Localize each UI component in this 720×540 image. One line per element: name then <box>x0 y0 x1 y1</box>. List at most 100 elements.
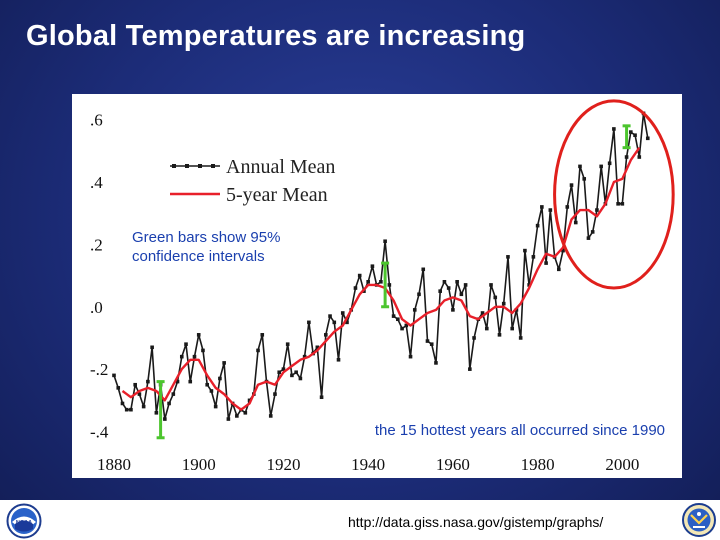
annual-mean-point <box>205 382 209 387</box>
highlight-ellipse <box>553 99 675 290</box>
annual-mean-point <box>340 311 345 315</box>
annual-mean-point <box>459 292 464 297</box>
annual-mean-point <box>535 223 540 228</box>
annual-mean-point <box>290 373 294 378</box>
annual-mean-point <box>599 164 603 169</box>
annual-mean-point <box>319 395 324 400</box>
source-url[interactable]: http://data.giss.nasa.gov/gistemp/graphs… <box>348 514 604 530</box>
commerce-seal-icon <box>682 503 716 537</box>
legend-annual-marker <box>172 164 176 168</box>
annual-mean-point <box>141 404 146 409</box>
legend-annual-label: Annual Mean <box>226 156 335 178</box>
annual-mean-point <box>133 382 137 387</box>
x-tick-label: 1920 <box>266 455 300 474</box>
annual-mean-point <box>336 357 341 362</box>
annual-mean-point <box>345 320 349 325</box>
y-tick-label: .2 <box>90 235 103 254</box>
annual-mean-point <box>569 183 574 187</box>
annual-mean-point <box>222 361 226 365</box>
annual-mean-point <box>616 202 620 206</box>
annual-mean-point <box>540 205 544 209</box>
annual-mean-point <box>188 379 193 384</box>
annual-mean-point <box>480 311 485 315</box>
annotation-confidence-note: Green bars show 95% <box>132 229 280 246</box>
annual-mean-point <box>243 411 248 415</box>
annual-mean-point <box>307 320 311 325</box>
y-tick-label: -.2 <box>90 360 108 379</box>
annual-mean-point <box>595 208 599 212</box>
annual-mean-point <box>442 279 447 284</box>
annual-mean-point <box>256 348 260 353</box>
annual-mean-point <box>150 345 154 350</box>
annual-mean-point <box>332 320 337 325</box>
annual-mean-point <box>209 389 214 393</box>
x-tick-label: 1960 <box>436 455 470 474</box>
annual-mean-point <box>400 326 404 331</box>
annual-mean-point <box>586 236 591 240</box>
annual-mean-point <box>353 286 358 290</box>
annual-mean-point <box>391 314 396 318</box>
annual-mean-point <box>184 342 188 346</box>
annual-mean-point <box>645 136 650 141</box>
annual-mean-point <box>438 289 442 293</box>
annual-mean-point <box>518 336 523 340</box>
annual-mean-point <box>116 386 121 390</box>
annual-mean-point <box>408 354 413 359</box>
annual-mean-point <box>285 342 290 346</box>
annual-mean-point <box>523 248 527 253</box>
annual-mean-point <box>179 354 184 359</box>
annual-mean-point <box>463 283 468 287</box>
annual-mean-point <box>154 411 159 415</box>
x-tick-label: 1900 <box>182 455 216 474</box>
annual-mean-point <box>129 407 133 412</box>
annual-mean-point <box>120 401 125 406</box>
annual-mean-point <box>472 336 476 340</box>
temperature-chart-svg: .6 .4 .2 .0 -.2 -.4 1880 1900 1920 1940 1960 1980 20… <box>90 99 675 474</box>
legend-five-year-label: 5-year Mean <box>226 184 328 206</box>
annual-mean-point <box>137 392 142 396</box>
y-tick-label: .4 <box>90 173 103 192</box>
legend-annual-marker <box>185 164 189 168</box>
annual-mean-point <box>493 295 498 300</box>
annual-mean-point <box>294 370 298 375</box>
annual-mean-point <box>163 417 167 421</box>
annual-mean-point <box>315 345 320 350</box>
y-tick-label: .0 <box>90 298 103 317</box>
noaa-logo-icon: NOAA <box>6 503 42 539</box>
annual-mean-point <box>298 376 303 381</box>
annual-mean-point <box>629 130 633 134</box>
annual-mean-point <box>607 161 612 166</box>
annual-mean-line <box>113 112 649 420</box>
annotation-confidence-note: confidence intervals <box>132 248 265 265</box>
annual-mean-point <box>192 354 197 359</box>
annual-mean-point <box>366 279 370 284</box>
annual-mean-point <box>624 155 629 159</box>
annual-mean-point <box>383 239 387 244</box>
noaa-logo-text: NOAA <box>16 520 32 526</box>
annual-mean-point <box>328 314 332 318</box>
annual-mean-point <box>357 273 362 278</box>
annual-mean-point <box>637 155 642 159</box>
annual-mean-point <box>548 208 553 212</box>
annual-mean-point <box>379 279 383 284</box>
annual-mean-point <box>396 317 400 322</box>
annual-mean-point <box>421 267 426 272</box>
annual-mean-point <box>370 264 375 269</box>
annual-mean-point <box>213 404 218 409</box>
annual-mean-point <box>235 414 239 418</box>
annual-mean-point <box>429 342 434 346</box>
annual-mean-point <box>573 220 578 225</box>
annual-mean-point <box>417 292 421 297</box>
annual-mean-point <box>446 286 451 290</box>
annual-mean-point <box>506 255 510 259</box>
annotation-hottest-years: the 15 hottest years all occurred since … <box>375 422 665 439</box>
temperature-chart: .6 .4 .2 .0 -.2 -.4 1880 1900 1920 1940 1960 1980 20… <box>72 94 682 478</box>
annual-mean-point <box>167 401 171 406</box>
annual-mean-point <box>175 379 180 384</box>
annual-mean-point <box>484 326 489 331</box>
annual-mean-point <box>124 407 129 412</box>
annual-mean-point <box>434 361 438 365</box>
annual-mean-point <box>557 267 561 272</box>
annual-mean-point <box>226 417 231 421</box>
annual-mean-point <box>612 127 616 131</box>
